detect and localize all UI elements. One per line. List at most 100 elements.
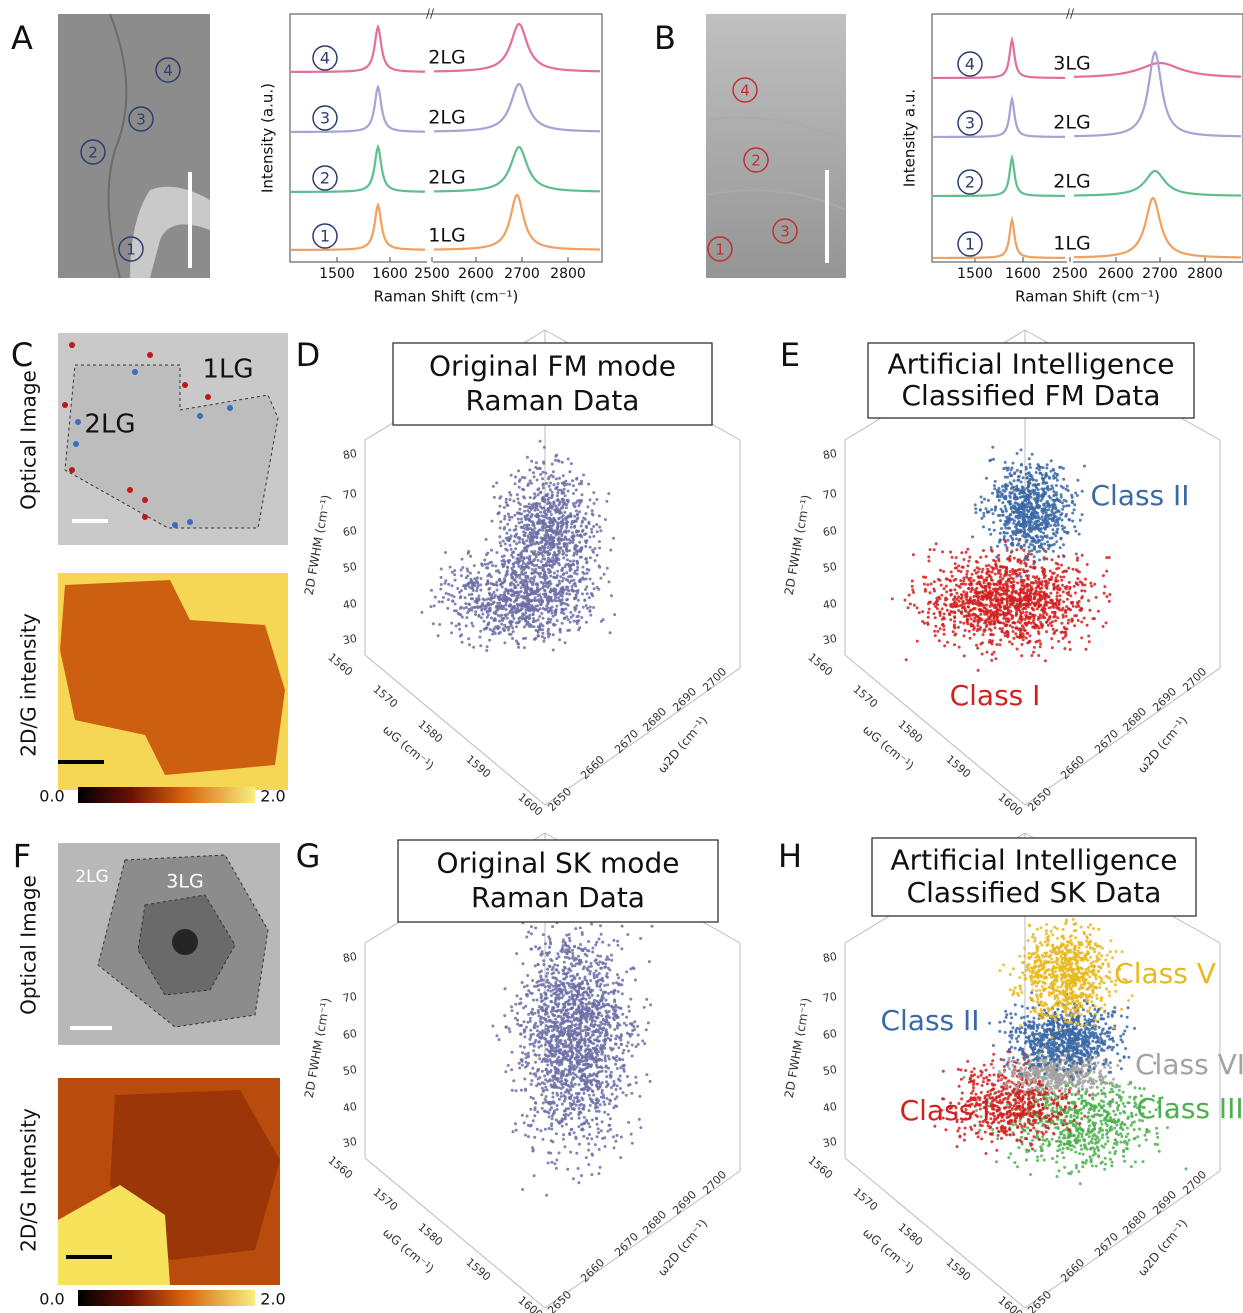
scatter-dot <box>1002 593 1005 596</box>
scatter-dot <box>558 638 561 641</box>
scatter-dot <box>1004 505 1007 508</box>
scatter-dot <box>585 1003 588 1006</box>
scatter-dot <box>487 613 490 616</box>
scatter-dot <box>537 487 540 490</box>
scatter-dot <box>586 572 589 575</box>
scatter-dot <box>514 591 517 594</box>
scatter-dot <box>955 592 958 595</box>
scatter-dot <box>570 579 573 582</box>
scatter-dot <box>542 486 545 489</box>
scatter-dot <box>519 581 522 584</box>
scatter-dot <box>601 1120 604 1123</box>
region-label: 2LG <box>75 867 108 887</box>
scatter-dot <box>565 1123 568 1126</box>
scatter-dot <box>606 983 609 986</box>
scatter-dot <box>1045 587 1048 590</box>
scatter-dot <box>1005 620 1008 623</box>
scatter-dot <box>542 461 545 464</box>
scatter-dot <box>577 619 580 622</box>
scatter-dot <box>1017 542 1020 545</box>
scatter-dot <box>545 482 548 485</box>
scatter-dot <box>539 541 542 544</box>
scatter-dot <box>554 459 557 462</box>
scatter-dot <box>534 945 537 948</box>
scatter-dot <box>1054 534 1057 537</box>
probe-point <box>69 342 75 348</box>
scatter-dot <box>1005 574 1008 577</box>
scatter-dot <box>552 539 555 542</box>
scatter-dot <box>1027 603 1030 606</box>
x-tick-label: 1600 <box>1005 266 1041 282</box>
scatter-dot <box>953 627 956 630</box>
probe-point <box>227 405 233 411</box>
scatter-dot <box>909 603 912 606</box>
scatter-dot <box>992 458 995 461</box>
layer-label: 3LG <box>1053 53 1090 75</box>
scatter-dot <box>581 521 584 524</box>
scatter-dot <box>988 628 991 631</box>
scatter-dot <box>999 609 1002 612</box>
scatter-dot <box>604 1145 607 1148</box>
scatter-dot <box>551 564 554 567</box>
scatter-dot <box>518 576 521 579</box>
scatter-dot <box>554 611 557 614</box>
scatter-dot <box>540 560 543 563</box>
scatter-dot <box>538 600 541 603</box>
scatter-dot <box>520 555 523 558</box>
scatter-dot <box>578 510 581 513</box>
scatter-dot <box>1086 563 1089 566</box>
scatter-dot <box>1011 568 1014 571</box>
scatter-dot <box>980 597 983 600</box>
scatter-dot <box>486 574 489 577</box>
scatter-dot <box>541 554 544 557</box>
scatter-dot <box>1087 635 1090 638</box>
scatter-dot <box>561 589 564 592</box>
scatter-dot <box>565 483 568 486</box>
scatter-dot <box>638 1095 641 1098</box>
scatter-dot <box>590 531 593 534</box>
scatter-dot <box>1020 511 1023 514</box>
scatter-dot <box>573 1131 576 1134</box>
scatter-dot <box>993 651 996 654</box>
scatter-dot <box>581 530 584 533</box>
scatter-dot <box>474 584 477 587</box>
scatter-dot <box>1051 517 1054 520</box>
scatter-dot <box>594 559 597 562</box>
scatter-dot <box>1011 542 1014 545</box>
x-tick-label: 1500 <box>957 266 993 282</box>
scatter-dot <box>563 617 566 620</box>
scatter-dot <box>988 564 991 567</box>
panel-label: H <box>778 837 802 875</box>
scatter-dot <box>1020 575 1023 578</box>
scatter-dot <box>536 531 539 534</box>
scatter-dot <box>1004 476 1007 479</box>
scatter-dot <box>457 622 460 625</box>
scatter-dot <box>1065 633 1068 636</box>
scatter-dot <box>580 616 583 619</box>
scatter-dot <box>598 540 601 543</box>
scatter-dot <box>576 622 579 625</box>
scatter-dot <box>556 526 559 529</box>
scatter-dot <box>1047 624 1050 627</box>
scatter-dot <box>1034 577 1037 580</box>
scatter-dot <box>1056 580 1059 583</box>
scatter-dot <box>1032 620 1035 623</box>
scatter-dot <box>559 631 562 634</box>
scatter-dot <box>994 626 997 629</box>
scatter-dot <box>592 1033 595 1036</box>
scatter-dot <box>522 569 525 572</box>
scatter-dot <box>1062 607 1065 610</box>
scatter-dot <box>481 564 484 567</box>
scatter-dot <box>561 622 564 625</box>
scatter-dot <box>533 492 536 495</box>
scatter-dot <box>928 608 931 611</box>
scatter-dot <box>505 501 508 504</box>
scatter-dot <box>467 583 470 586</box>
scatter-dot <box>1066 585 1069 588</box>
scatter-dot <box>1108 556 1111 559</box>
scatter-dot <box>1028 535 1031 538</box>
scatter-dot <box>444 551 447 554</box>
scatter-dot <box>524 1089 527 1092</box>
scatter-dot <box>556 619 559 622</box>
scatter-dot <box>949 589 952 592</box>
